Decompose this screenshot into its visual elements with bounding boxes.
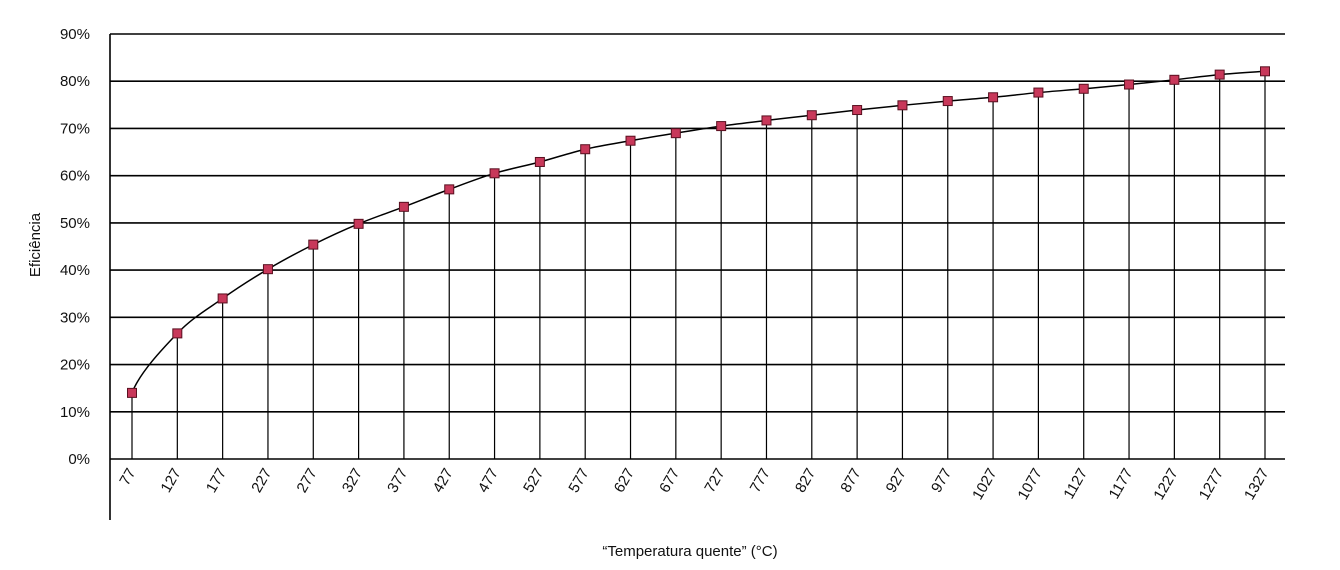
- y-tick-label: 0%: [68, 451, 90, 468]
- x-tick-label: 727: [701, 466, 728, 496]
- x-tick-label: 877: [837, 466, 864, 496]
- y-tick-label: 70%: [60, 120, 90, 137]
- y-tick-label: 90%: [60, 26, 90, 43]
- x-tick-label: 1127: [1060, 466, 1091, 502]
- x-tick-label: 427: [429, 466, 456, 496]
- x-tick-label: 377: [384, 466, 411, 496]
- y-tick-label: 80%: [60, 73, 90, 90]
- data-point: [897, 100, 908, 111]
- data-point: [127, 387, 137, 398]
- data-point: [353, 218, 364, 229]
- data-point: [172, 328, 183, 339]
- data-point: [534, 156, 545, 167]
- series-line: [131, 70, 1266, 394]
- data-point: [670, 128, 681, 139]
- data-point: [444, 184, 455, 195]
- x-tick-label: 1327: [1241, 466, 1272, 503]
- y-tick-label: 60%: [60, 168, 90, 185]
- x-tick-label: 1027: [969, 466, 1000, 503]
- data-point: [1260, 66, 1270, 77]
- data-point: [489, 168, 500, 179]
- data-point: [852, 105, 863, 116]
- y-tick-labels: 0% 10% 20% 30% 40% 50% 60% 70% 80% 90%: [60, 26, 90, 468]
- data-point: [1124, 79, 1135, 90]
- x-tick-labels: 77 127 177 227 277 327 377 427 477 527 577 627 677 72…: [116, 466, 1272, 503]
- x-tick-label: 677: [656, 466, 683, 496]
- x-tick-label: 577: [565, 466, 592, 496]
- x-tick-label: 1077: [1014, 466, 1045, 503]
- grid-layer: [110, 33, 1285, 460]
- drop-lines: [131, 71, 1266, 459]
- data-point: [806, 110, 817, 121]
- x-tick-label: 977: [928, 466, 955, 496]
- x-tick-label: 77: [116, 466, 139, 489]
- x-tick-label: 927: [883, 466, 910, 496]
- x-tick-label: 827: [792, 466, 819, 496]
- data-point: [262, 264, 273, 275]
- x-axis-title: “Temperatura quente” (°C): [602, 543, 777, 560]
- data-point: [716, 121, 727, 132]
- data-point: [1033, 87, 1044, 98]
- data-point: [761, 115, 772, 126]
- y-tick-label: 30%: [60, 309, 90, 326]
- data-point: [1078, 83, 1089, 94]
- data-point: [988, 92, 999, 103]
- efficiency-curve: [131, 70, 1266, 394]
- x-tick-label: 177: [203, 466, 230, 496]
- y-tick-label: 40%: [60, 262, 90, 279]
- x-tick-label: 127: [158, 466, 185, 496]
- x-tick-label: 1227: [1150, 466, 1181, 503]
- data-point: [308, 239, 319, 250]
- y-axis-title: Eficiência: [27, 212, 44, 277]
- x-tick-label: 627: [611, 466, 638, 496]
- y-tick-label: 10%: [60, 404, 90, 421]
- x-tick-label: 1277: [1196, 466, 1227, 503]
- data-point: [217, 293, 228, 304]
- x-tick-label: 327: [339, 466, 366, 496]
- y-tick-label: 50%: [60, 215, 90, 232]
- data-point: [398, 201, 409, 212]
- data-point: [1169, 74, 1180, 85]
- x-tick-label: 1177: [1106, 466, 1137, 502]
- data-point: [580, 144, 591, 155]
- x-tick-label: 277: [294, 466, 321, 496]
- x-tick-label: 527: [520, 466, 547, 496]
- x-tick-label: 777: [747, 466, 774, 496]
- x-tick-label: 227: [248, 466, 275, 496]
- x-tick-label: 477: [475, 466, 502, 496]
- y-tick-label: 20%: [60, 357, 90, 374]
- data-markers: [127, 66, 1270, 398]
- data-point: [942, 96, 953, 107]
- data-point: [625, 135, 636, 146]
- data-point: [1214, 69, 1225, 80]
